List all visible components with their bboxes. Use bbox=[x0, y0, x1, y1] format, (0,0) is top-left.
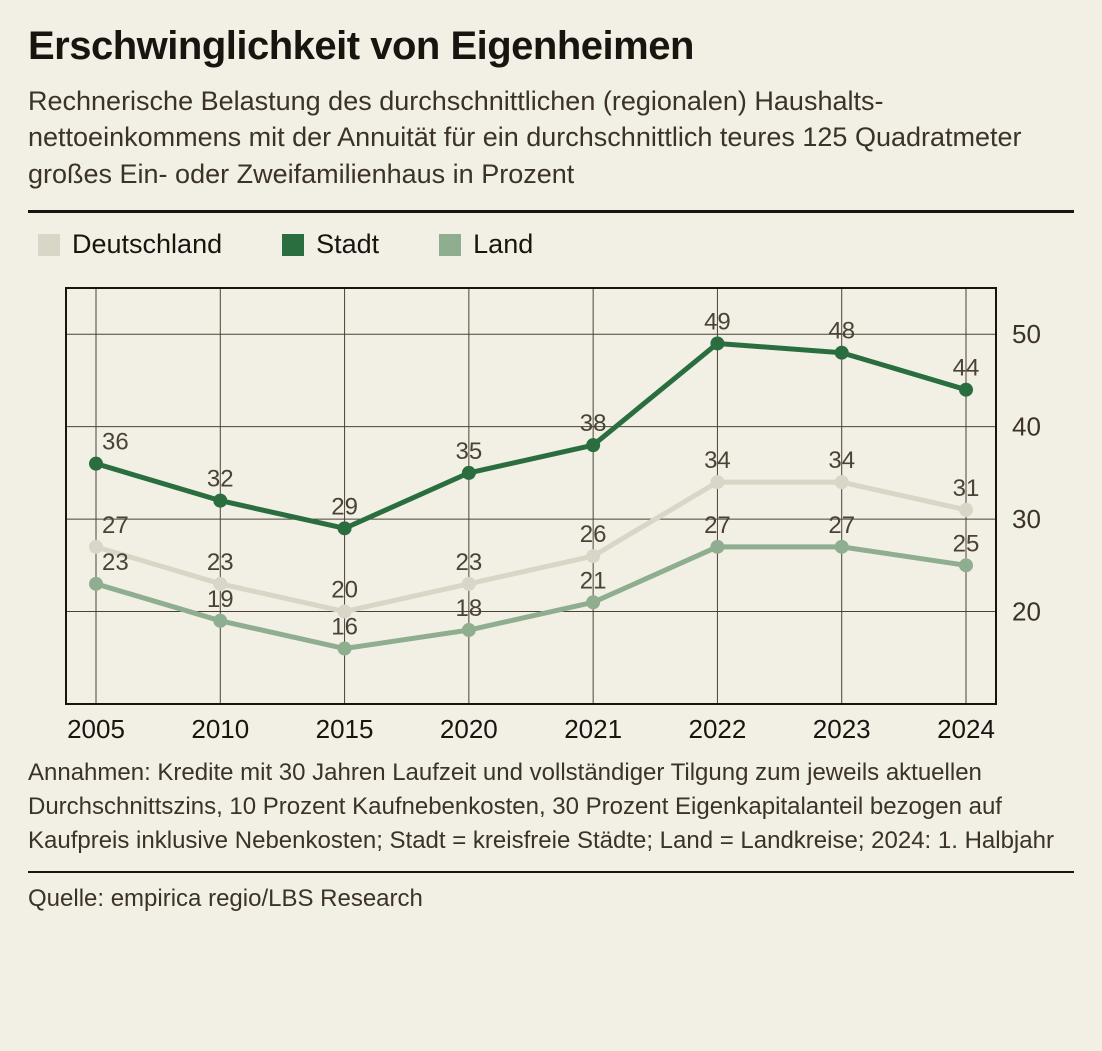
svg-text:35: 35 bbox=[456, 438, 483, 465]
chart-footnote: Annahmen: Kredite mit 30 Jahren Laufzeit… bbox=[28, 756, 1074, 857]
svg-text:29: 29 bbox=[331, 494, 358, 521]
svg-text:34: 34 bbox=[828, 447, 855, 474]
svg-text:27: 27 bbox=[704, 512, 731, 539]
svg-text:18: 18 bbox=[456, 595, 483, 622]
chart-area: 2030405020052010201520202021202220232024… bbox=[28, 278, 1074, 748]
chart-title: Erschwinglichkeit von Eigenheimen bbox=[28, 24, 1074, 69]
svg-text:34: 34 bbox=[704, 447, 731, 474]
svg-text:21: 21 bbox=[580, 568, 607, 595]
legend-swatch-stadt bbox=[282, 234, 304, 256]
svg-text:44: 44 bbox=[953, 355, 980, 382]
chart-source: Quelle: empirica regio/LBS Research bbox=[28, 885, 1074, 913]
divider-bottom bbox=[28, 871, 1074, 873]
legend: Deutschland Stadt Land bbox=[38, 229, 1074, 260]
legend-item-stadt: Stadt bbox=[282, 229, 379, 260]
legend-label-deutschland: Deutschland bbox=[72, 229, 222, 260]
svg-text:19: 19 bbox=[207, 586, 234, 613]
svg-text:2015: 2015 bbox=[316, 714, 374, 744]
svg-text:2010: 2010 bbox=[191, 714, 249, 744]
legend-swatch-land bbox=[439, 234, 461, 256]
svg-text:2020: 2020 bbox=[440, 714, 498, 744]
svg-text:25: 25 bbox=[953, 531, 980, 558]
chart-card: Erschwinglichkeit von Eigenheimen Rechne… bbox=[0, 0, 1102, 933]
svg-text:38: 38 bbox=[580, 410, 607, 437]
svg-text:50: 50 bbox=[1012, 320, 1041, 350]
svg-text:20: 20 bbox=[1012, 597, 1041, 627]
svg-text:20: 20 bbox=[331, 577, 358, 604]
chart-subtitle: Rechnerische Belastung des durchschnittl… bbox=[28, 83, 1074, 192]
svg-text:23: 23 bbox=[207, 549, 234, 576]
svg-text:2022: 2022 bbox=[689, 714, 747, 744]
svg-text:36: 36 bbox=[102, 429, 129, 456]
svg-text:27: 27 bbox=[102, 512, 129, 539]
legend-item-land: Land bbox=[439, 229, 533, 260]
svg-text:23: 23 bbox=[456, 549, 483, 576]
svg-text:26: 26 bbox=[580, 521, 607, 548]
svg-text:32: 32 bbox=[207, 466, 234, 493]
legend-swatch-deutschland bbox=[38, 234, 60, 256]
svg-text:16: 16 bbox=[331, 614, 358, 641]
svg-text:23: 23 bbox=[102, 549, 129, 576]
svg-text:27: 27 bbox=[828, 512, 855, 539]
svg-text:2023: 2023 bbox=[813, 714, 871, 744]
legend-label-stadt: Stadt bbox=[316, 229, 379, 260]
divider-top bbox=[28, 210, 1074, 213]
svg-text:40: 40 bbox=[1012, 412, 1041, 442]
line-chart-svg: 2030405020052010201520202021202220232024… bbox=[28, 278, 1074, 748]
svg-text:30: 30 bbox=[1012, 504, 1041, 534]
svg-text:2005: 2005 bbox=[67, 714, 125, 744]
svg-text:31: 31 bbox=[953, 475, 980, 502]
legend-item-deutschland: Deutschland bbox=[38, 229, 222, 260]
legend-label-land: Land bbox=[473, 229, 533, 260]
svg-text:48: 48 bbox=[828, 318, 855, 345]
svg-text:2021: 2021 bbox=[564, 714, 622, 744]
svg-text:2024: 2024 bbox=[937, 714, 995, 744]
svg-text:49: 49 bbox=[704, 309, 731, 336]
